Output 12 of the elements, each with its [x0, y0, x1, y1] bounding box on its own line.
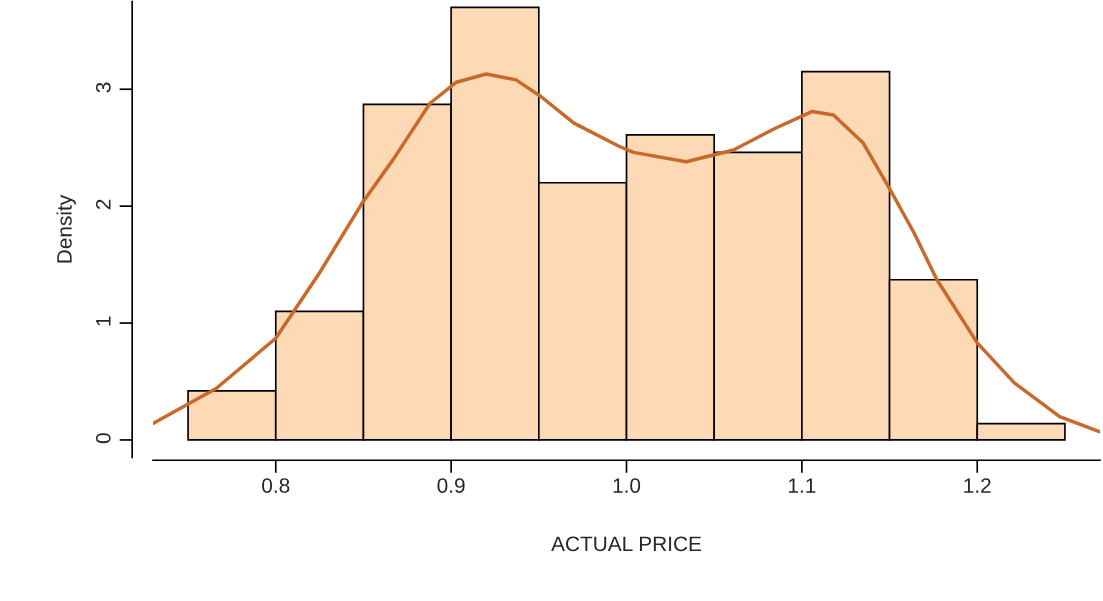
x-tick-label: 1.2	[964, 478, 991, 493]
line-series	[153, 72, 1100, 434]
x-tick-label: 0.9	[437, 478, 465, 493]
y-axis-title: Density	[56, 194, 76, 263]
y-tick-label: 2	[95, 199, 111, 210]
x-tick-label: 1.1	[788, 478, 816, 493]
x-tick-label: 1.0	[613, 478, 641, 493]
x-axis-title: ACTUAL PRICE	[551, 536, 702, 552]
y-tick-label: 0	[95, 433, 111, 444]
y-tick-label: 3	[95, 82, 111, 93]
y-tick-label: 1	[96, 316, 111, 326]
x-tick-label: 0.8	[262, 478, 290, 493]
